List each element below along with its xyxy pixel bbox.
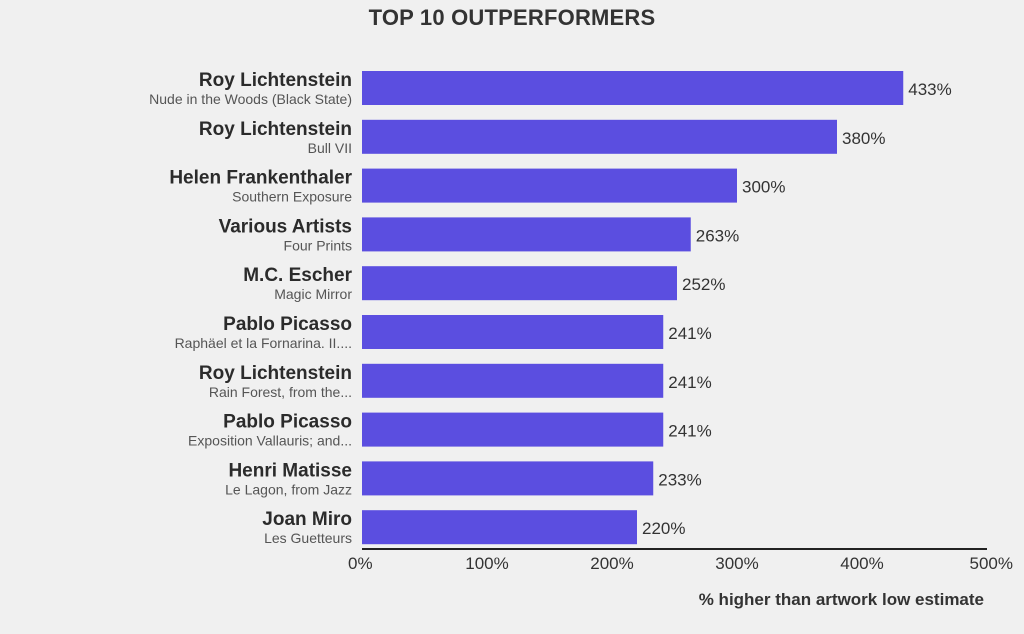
category-work-label: Southern Exposure	[232, 189, 352, 205]
x-tick-label: 400%	[840, 554, 883, 573]
category-artist-label: Roy Lichtenstein	[199, 70, 352, 91]
category-artist-label: Pablo Picasso	[223, 314, 352, 335]
x-tick-label: 100%	[465, 554, 508, 573]
bar	[362, 119, 837, 154]
bar-value-label: 241%	[668, 324, 711, 343]
category-work-label: Bull VII	[308, 140, 352, 156]
category-work-label: Magic Mirror	[274, 286, 352, 302]
bar-value-label: 263%	[696, 226, 739, 245]
category-work-label: Four Prints	[284, 237, 352, 253]
bar	[362, 266, 677, 301]
bar	[362, 363, 664, 398]
category-artist-label: Roy Lichtenstein	[199, 363, 352, 384]
bar-value-label: 252%	[682, 275, 725, 294]
category-artist-label: Henri Matisse	[228, 460, 352, 481]
x-tick-label: 200%	[590, 554, 633, 573]
bar	[362, 71, 904, 105]
category-artist-label: Joan Miro	[262, 509, 352, 530]
bar	[362, 168, 737, 203]
category-work-label: Les Guetteurs	[264, 530, 352, 546]
bar	[362, 217, 691, 252]
bar-value-label: 433%	[908, 80, 951, 99]
category-artist-label: Helen Frankenthaler	[169, 168, 352, 189]
category-artist-label: Various Artists	[219, 216, 352, 237]
category-work-label: Le Lagon, from Jazz	[225, 481, 352, 497]
category-work-label: Exposition Vallauris; and...	[188, 433, 352, 449]
category-work-label: Raphäel et la Fornarina. II....	[175, 335, 352, 351]
bar-value-label: 241%	[668, 422, 711, 441]
category-artist-label: Roy Lichtenstein	[199, 119, 352, 140]
category-artist-label: Pablo Picasso	[223, 412, 352, 433]
x-tick-label: 300%	[715, 554, 758, 573]
bar	[362, 510, 637, 545]
bar-value-label: 233%	[658, 470, 701, 489]
bar	[362, 412, 664, 447]
category-artist-label: M.C. Escher	[243, 265, 352, 286]
category-work-label: Nude in the Woods (Black State)	[149, 91, 352, 107]
bar-value-label: 220%	[642, 519, 685, 538]
x-axis-label: % higher than artwork low estimate	[698, 590, 984, 609]
bar-value-label: 380%	[842, 129, 885, 148]
bar	[362, 461, 654, 496]
x-tick-label: 0%	[348, 554, 373, 573]
bar-value-label: 300%	[742, 178, 785, 197]
bar-value-label: 241%	[668, 373, 711, 392]
bar	[362, 315, 664, 349]
chart-title: TOP 10 OUTPERFORMERS	[368, 5, 656, 30]
category-work-label: Rain Forest, from the...	[209, 384, 352, 400]
x-tick-label: 500%	[970, 554, 1013, 573]
